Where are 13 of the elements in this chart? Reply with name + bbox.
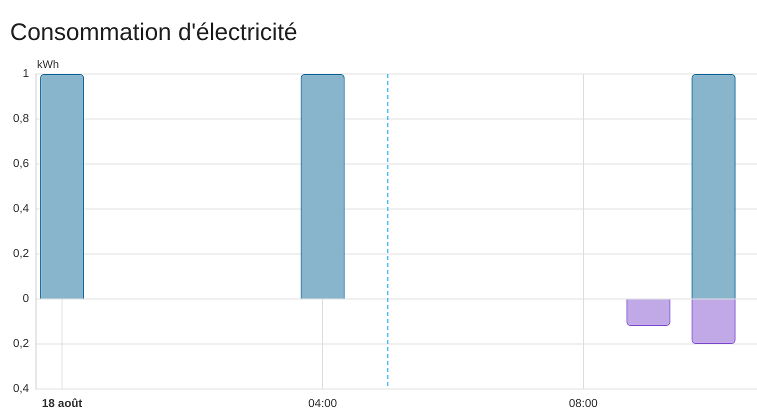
y-tick-label: 0 (22, 293, 29, 306)
chart-title: Consommation d'électricité (10, 19, 298, 47)
y-tick-label: 1 (22, 68, 29, 80)
y-tick-label: 0,4 (13, 203, 30, 216)
y-axis-title: kWh (37, 59, 59, 71)
x-tick-label: 08:00 (568, 398, 598, 410)
x-tick-label: 04:00 (308, 398, 338, 410)
y-tick-label: 0,2 (13, 248, 29, 260)
y-tick-label: 0,2 (13, 338, 29, 350)
y-tick-label: 0,4 (13, 383, 30, 396)
x-tick-label: 18 août (42, 398, 82, 410)
y-tick-label: 0,6 (13, 158, 29, 170)
y-tick-label: 0,8 (13, 113, 29, 126)
